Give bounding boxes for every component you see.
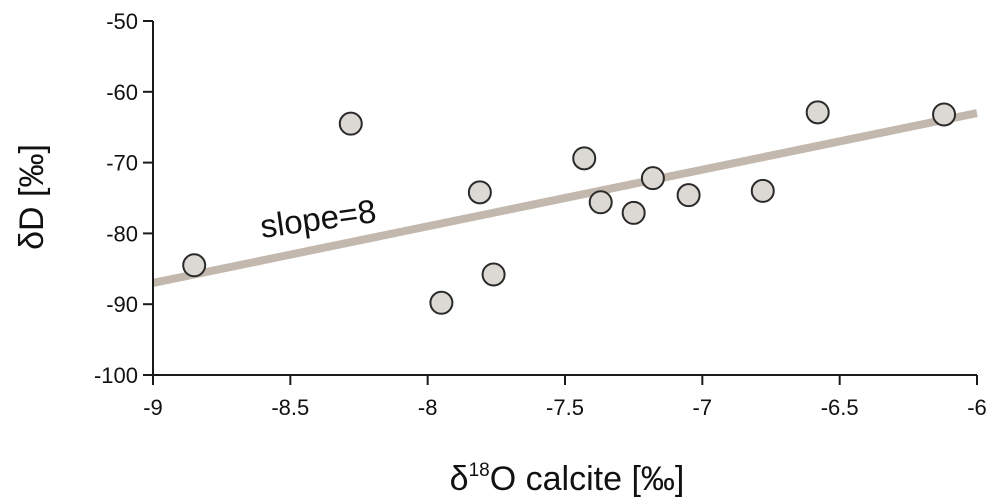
data-point xyxy=(805,100,830,125)
x-tick-label: -6.5 xyxy=(821,395,859,420)
x-axis-title-rest: O calcite [‰] xyxy=(490,460,685,498)
data-point xyxy=(572,146,597,171)
data-point xyxy=(640,166,665,191)
y-tick-label: -60 xyxy=(106,80,138,105)
x-tick-label: -9 xyxy=(143,395,163,420)
x-axis-title-delta: δ xyxy=(450,460,469,498)
x-tick-label: -8 xyxy=(418,395,438,420)
y-tick-label: -50 xyxy=(106,9,138,34)
y-tick-label: -90 xyxy=(106,292,138,317)
x-axis-title: δ18O calcite [‰] xyxy=(450,460,685,498)
data-point xyxy=(676,183,701,208)
data-point xyxy=(481,262,506,287)
y-tick-label: -100 xyxy=(94,363,138,388)
x-tick-label: -7 xyxy=(693,395,713,420)
data-point xyxy=(750,178,775,203)
x-axis-title-superscript: 18 xyxy=(469,460,490,481)
data-point xyxy=(467,180,492,205)
y-tick-label: -80 xyxy=(106,221,138,246)
data-point xyxy=(338,111,363,136)
y-axis-title: δD [‰] xyxy=(13,144,51,250)
tick-labels: -100 -90 -80 -70 -60 -50 -9 -8.5 -8 -7.5 -7 -6.5 -6 xyxy=(94,9,987,420)
data-point xyxy=(621,200,646,225)
x-tick-label: -8.5 xyxy=(271,395,309,420)
data-point xyxy=(182,253,207,278)
x-tick-label: -7.5 xyxy=(546,395,584,420)
data-point xyxy=(588,190,613,215)
trend-line-layer xyxy=(152,109,978,287)
data-point xyxy=(932,102,957,127)
x-tick-label: -6 xyxy=(967,395,987,420)
axes xyxy=(143,20,978,385)
data-points xyxy=(182,100,957,315)
data-point xyxy=(429,290,454,315)
y-tick-label: -70 xyxy=(106,151,138,176)
trend-line xyxy=(152,109,978,287)
